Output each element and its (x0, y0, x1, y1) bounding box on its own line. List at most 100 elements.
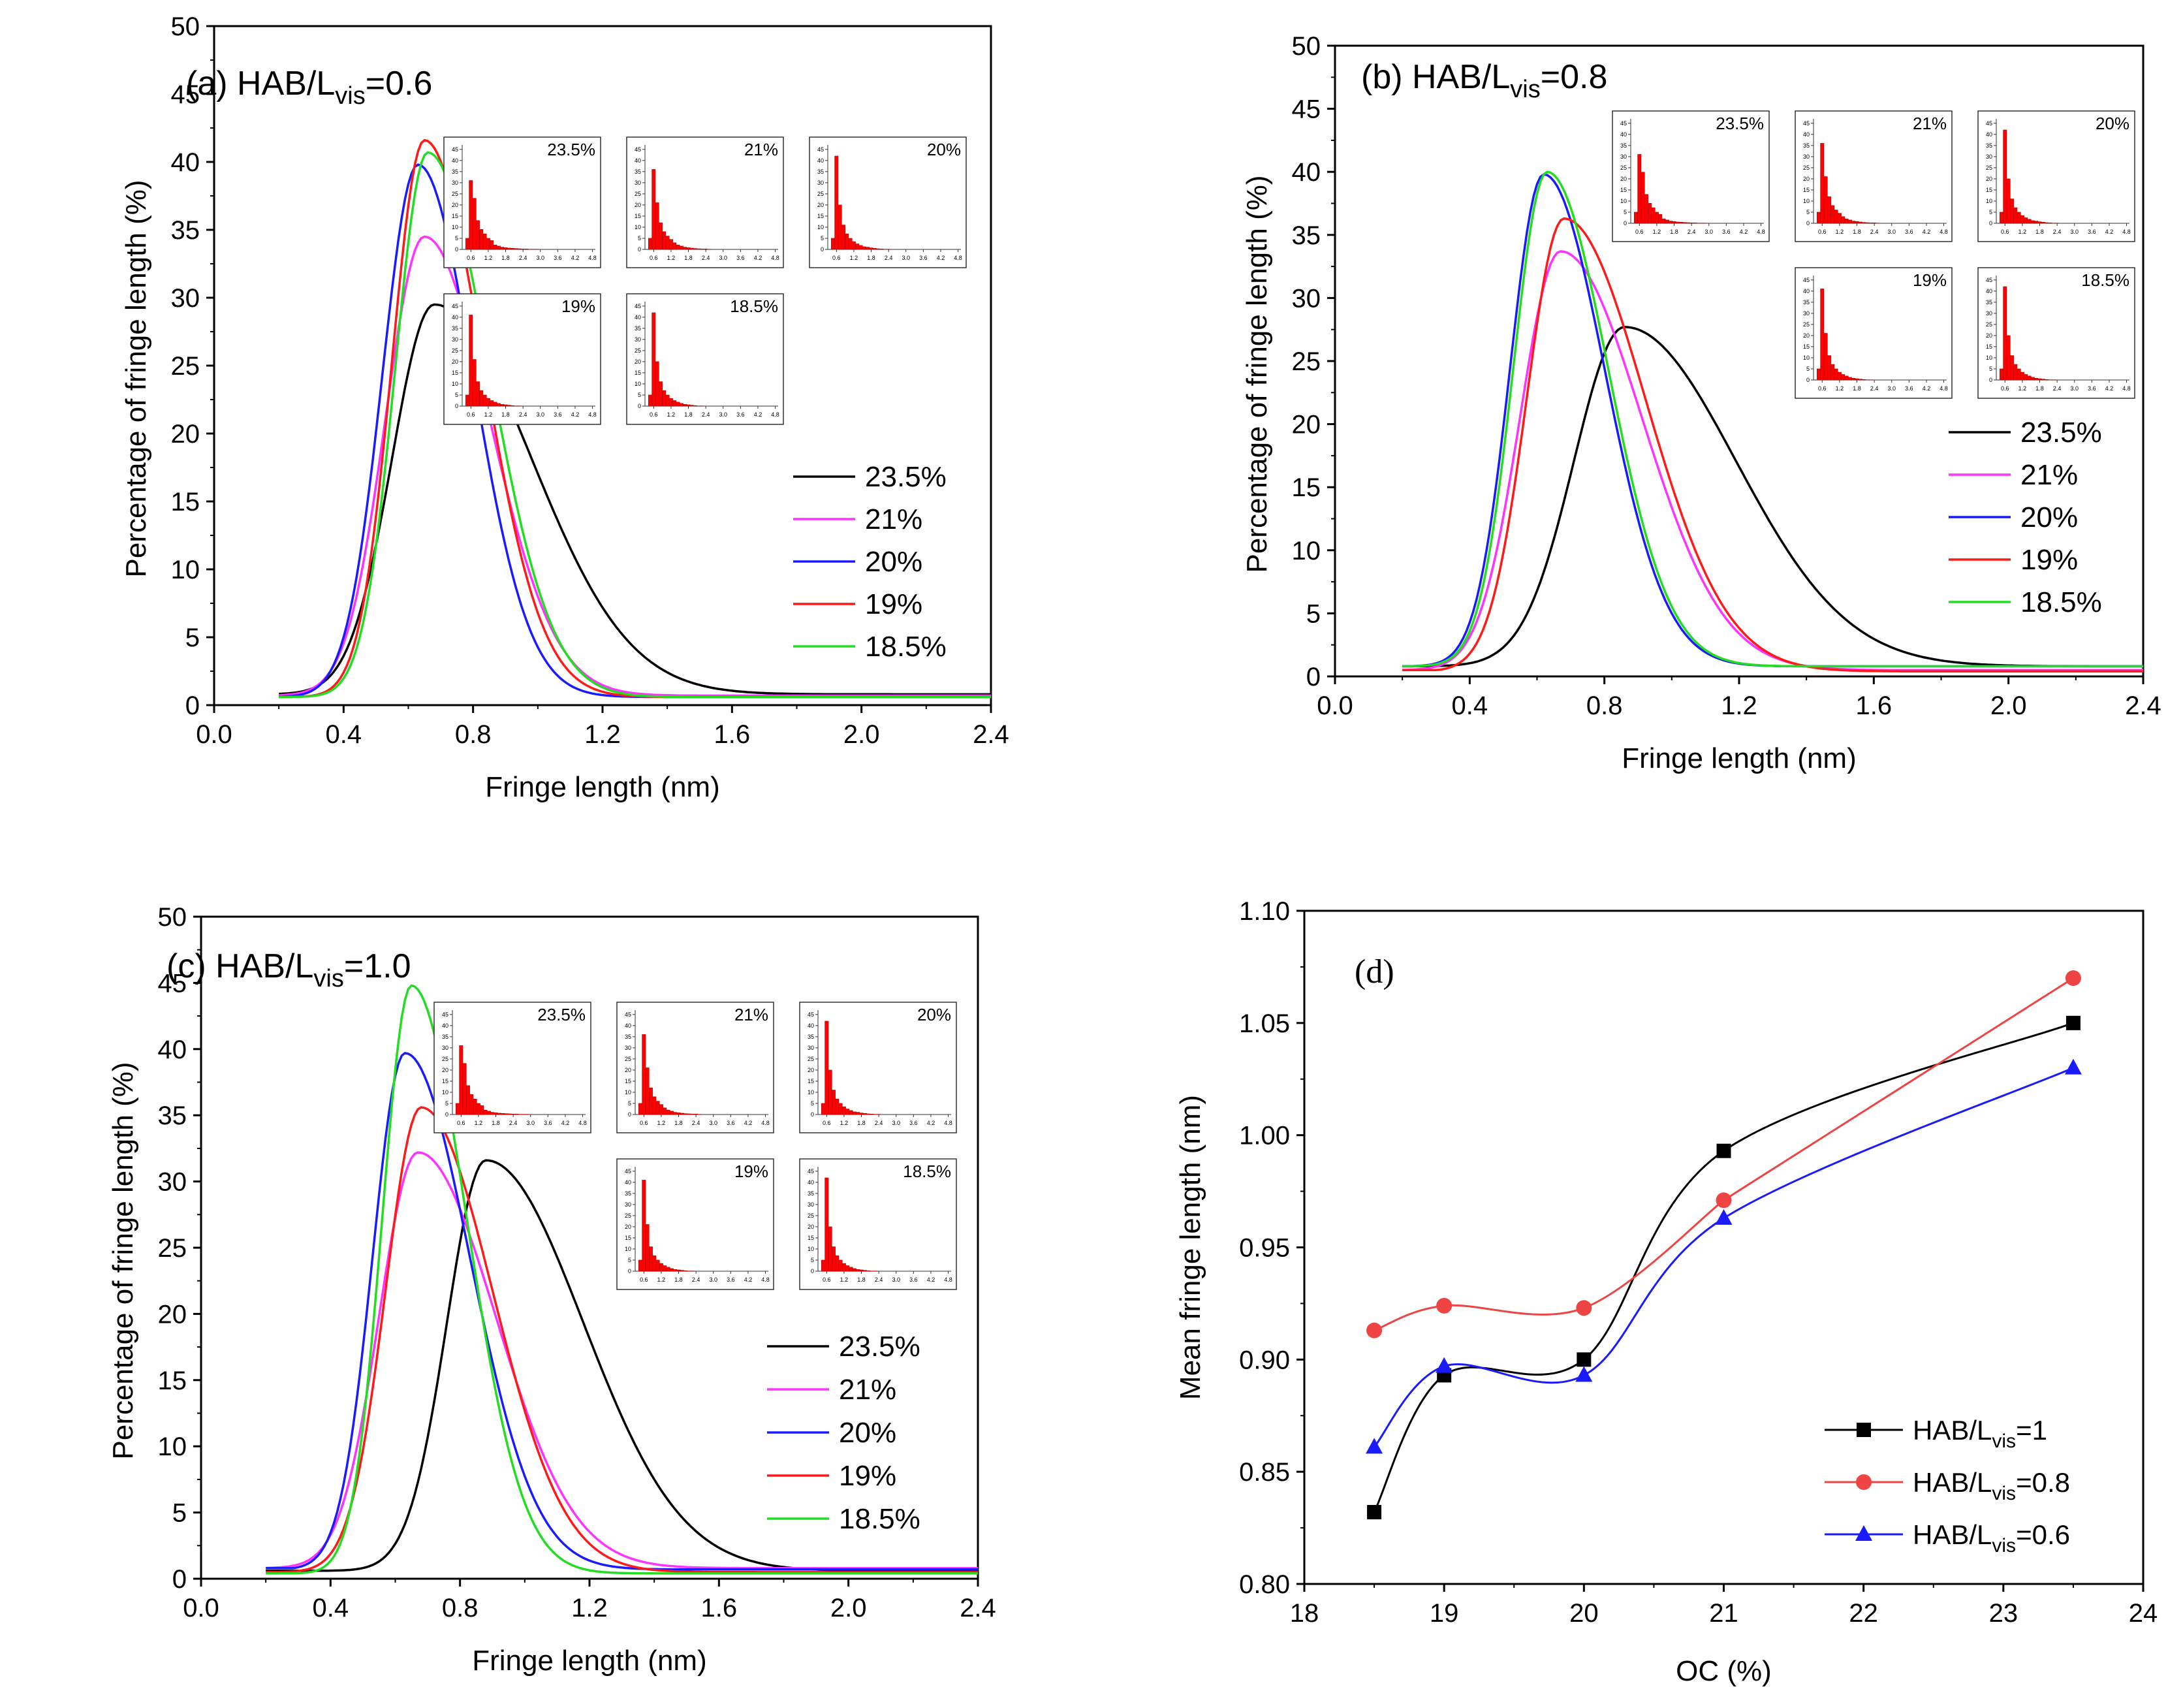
legend-label: HAB/Lvis=1 (1913, 1415, 2047, 1452)
inset-bar (683, 247, 687, 250)
inset-bar (831, 1090, 836, 1115)
legend-label-suffix: =1 (2016, 1415, 2047, 1446)
inset-bar (2009, 198, 2014, 224)
inset-bar (828, 1226, 832, 1272)
inset-bar (845, 233, 849, 250)
legend-label: 23.5% (839, 1331, 920, 1363)
inset-bar (859, 1113, 864, 1115)
inset-bar (514, 1114, 519, 1115)
inset-y-tick-label: 45 (452, 146, 458, 153)
inset-bar (496, 245, 501, 250)
inset-bar (490, 240, 494, 250)
inset-y-tick-label: 20 (808, 1067, 814, 1073)
inset-bar (841, 1106, 846, 1115)
inset-y-tick-label: 25 (1620, 165, 1627, 171)
inset-y-tick-label: 30 (1803, 310, 1810, 317)
inset-bar (475, 220, 480, 250)
y-axis-label: Percentage of fringe length (%) (107, 1062, 139, 1459)
inset-bar (1855, 378, 1859, 381)
data-point-HAB/Lvis=0.6 (1575, 1366, 1593, 1382)
inset-bar (856, 1269, 860, 1272)
inset-bar (1672, 221, 1676, 224)
inset-label: 20% (917, 1005, 951, 1024)
inset-bar (469, 180, 473, 250)
legend-label-sub: vis (1992, 1535, 2016, 1557)
inset-x-tick-label: 4.2 (561, 1120, 570, 1126)
inset-bar (501, 1113, 505, 1115)
x-tick-label: 22 (1849, 1599, 1878, 1628)
inset-bar (1644, 194, 1648, 224)
y-tick-label: 30 (158, 1168, 187, 1197)
inset-bar (659, 1104, 663, 1115)
inset-bar (679, 245, 683, 250)
inset-x-tick-label: 1.8 (684, 255, 693, 261)
inset-x-tick-label: 3.0 (536, 255, 544, 261)
inset-bar (859, 1269, 864, 1272)
legend-marker (1855, 1525, 1872, 1541)
inset-bar (1820, 143, 1825, 224)
y-tick-label: 45 (1292, 95, 1321, 124)
inset-bar (483, 1109, 488, 1115)
inset-bar (1817, 212, 1821, 224)
y-tick-label: 0 (1306, 663, 1321, 691)
inset-bar (1844, 375, 1849, 381)
inset-x-tick-label: 3.0 (2070, 229, 2079, 235)
inset-y-tick-label: 40 (808, 1179, 814, 1186)
inset-y-tick-label: 35 (1986, 142, 1992, 149)
inset-x-tick-label: 4.2 (571, 255, 580, 261)
inset-x-tick-label: 2.4 (702, 411, 710, 418)
inset-bar (476, 1103, 480, 1115)
inset-bar (870, 1114, 874, 1115)
inset-y-tick-label: 20 (635, 358, 641, 365)
data-point-HAB/Lvis=1 (1367, 1505, 1382, 1520)
inset-bar (510, 405, 515, 407)
inset-bar (825, 1020, 829, 1115)
inset-x-tick-label: 4.8 (2122, 229, 2131, 235)
inset-bar (645, 1224, 650, 1272)
inset-bar (469, 1094, 474, 1115)
inset-y-tick-label: 35 (1620, 142, 1627, 149)
inset-bar (486, 398, 490, 407)
inset-bar (2034, 377, 2039, 381)
y-tick-label: 0.80 (1239, 1570, 1290, 1599)
inset-x-tick-label: 1.8 (857, 1276, 866, 1283)
inset-bar (858, 245, 863, 250)
inset-x-tick-label: 0.6 (823, 1120, 831, 1126)
inset-y-tick-label: 30 (625, 1045, 631, 1051)
inset-bar (503, 247, 508, 250)
inset-bar (872, 247, 877, 250)
inset-bar (655, 202, 659, 250)
inset-x-tick-label: 1.8 (501, 255, 510, 261)
inset-bar (831, 238, 835, 250)
x-tick-label: 23 (1989, 1599, 2018, 1628)
inset-bar (475, 381, 480, 407)
inset-x-tick-label: 4.8 (578, 1120, 587, 1126)
inset-bar (500, 403, 505, 407)
inset-y-tick-label: 25 (625, 1212, 631, 1219)
inset-label: 23.5% (1716, 114, 1764, 133)
inset-y-tick-label: 0 (628, 1268, 631, 1274)
inset-x-tick-label: 0.6 (467, 255, 475, 261)
inset-x-tick-label: 3.6 (727, 1120, 735, 1126)
inset-bar (507, 405, 511, 407)
inset-bar (676, 1112, 681, 1115)
series-line-18.5% (266, 984, 978, 1575)
inset-y-tick-label: 20 (1986, 332, 1992, 339)
inset-y-tick-label: 45 (625, 1011, 631, 1018)
inset-y-tick-label: 0 (811, 1268, 814, 1274)
inset-y-tick-label: 30 (442, 1045, 448, 1051)
inset-x-tick-label: 1.2 (667, 255, 676, 261)
y-tick-label: 20 (158, 1300, 187, 1329)
inset-bar (507, 247, 511, 250)
inset-y-tick-label: 15 (635, 370, 641, 376)
series-line-21% (1402, 250, 2143, 672)
inset-x-tick-label: 1.8 (674, 1120, 683, 1126)
y-tick-label: 0.85 (1239, 1458, 1290, 1487)
inset-y-tick-label: 10 (817, 224, 824, 230)
inset-bar (849, 1110, 853, 1115)
inset-x-tick-label: 0.6 (650, 411, 658, 418)
inset-bar (642, 1034, 646, 1115)
y-tick-label: 25 (158, 1234, 187, 1263)
inset-y-tick-label: 0 (455, 403, 458, 409)
